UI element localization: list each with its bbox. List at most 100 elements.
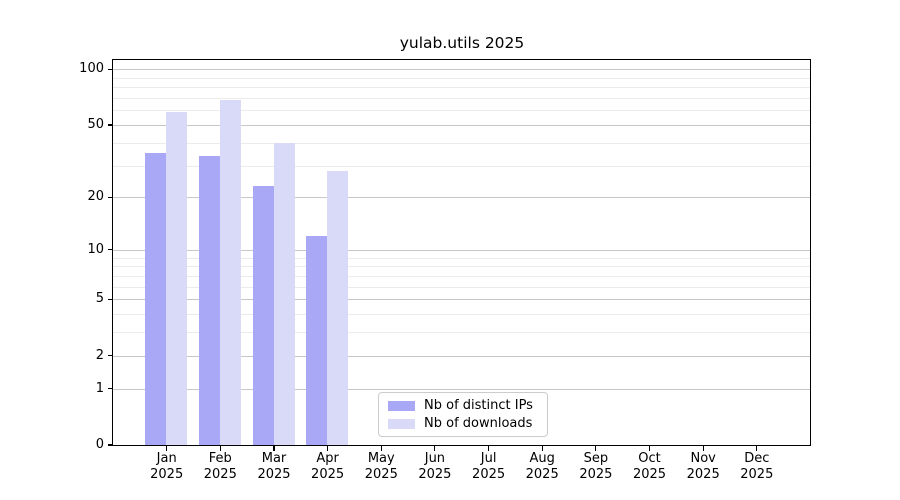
y-tick-label-10: 10	[87, 241, 104, 257]
x-tick-label-month: Jun	[424, 451, 446, 466]
legend-label-downloads: Nb of downloads	[424, 416, 533, 431]
x-tick-label-month: Aug	[529, 451, 555, 466]
y-tick-label-5: 5	[95, 291, 104, 307]
x-tick-label-jun: Jun 2025	[408, 451, 462, 482]
y-tick-label-20: 20	[87, 189, 104, 205]
gridline-minor-60	[113, 110, 811, 112]
x-tick-label-mar: Mar 2025	[247, 451, 301, 482]
gridline-minor-3	[113, 332, 811, 334]
x-tick-label-month: Feb	[208, 451, 232, 466]
x-tick-label-month: Oct	[638, 451, 661, 466]
legend-item-distinct-ips: Nb of distinct IPs	[388, 398, 538, 413]
x-tick-label-year: 2025	[203, 466, 237, 482]
x-tick-label-year: 2025	[418, 466, 452, 482]
y-tick-mark-20	[108, 196, 113, 198]
y-tick-mark-100	[108, 68, 113, 70]
y-tick-mark-0	[108, 444, 113, 446]
x-tick-mark-jan	[166, 446, 168, 451]
bar-downloads-jan	[166, 111, 188, 445]
chart-title: yulab.utils 2025	[399, 34, 525, 52]
x-tick-mark-mar	[273, 446, 275, 451]
x-tick-mark-apr	[327, 446, 329, 451]
gridline-minor-70	[113, 98, 811, 99]
x-tick-mark-may	[380, 446, 382, 451]
x-tick-label-year: 2025	[632, 466, 667, 482]
y-tick-label-50: 50	[87, 117, 104, 132]
x-tick-label-month: Jan	[156, 451, 177, 466]
gridline-minor-30	[113, 165, 811, 167]
bar-distinct-ips-jan	[145, 153, 167, 445]
x-tick-label-year: 2025	[311, 466, 345, 482]
x-tick-label-nov: Nov 2025	[676, 451, 730, 482]
bar-distinct-ips-feb	[198, 155, 220, 445]
x-tick-label-year: 2025	[472, 466, 506, 482]
y-tick-label-2: 2	[95, 347, 104, 363]
x-tick-label-year: 2025	[525, 466, 559, 482]
x-tick-label-year: 2025	[150, 466, 184, 482]
gridline-minor-8	[113, 266, 811, 268]
gridline-minor-7	[113, 275, 811, 277]
bar-distinct-ips-apr	[306, 236, 328, 445]
y-tick-label-0: 0	[95, 437, 104, 452]
x-tick-label-month: Nov	[690, 451, 716, 466]
x-tick-label-year: 2025	[686, 466, 720, 482]
gridline-minor-80	[113, 87, 811, 89]
gridline-minor-4	[113, 314, 811, 315]
bar-downloads-mar	[273, 142, 295, 445]
x-tick-mark-sep	[595, 446, 597, 451]
x-tick-label-feb: Feb 2025	[193, 451, 247, 482]
y-tick-mark-50	[108, 124, 113, 126]
x-tick-label-apr: Apr 2025	[301, 451, 355, 482]
legend-item-downloads: Nb of downloads	[388, 416, 538, 431]
gridline-major-10	[113, 249, 811, 251]
x-tick-label-year: 2025	[740, 466, 774, 482]
x-tick-label-month: Dec	[744, 451, 770, 466]
bar-downloads-apr	[327, 170, 349, 445]
legend: Nb of distinct IPs Nb of downloads	[378, 392, 548, 437]
gridline-major-5	[113, 299, 811, 301]
gridline-major-50	[113, 125, 811, 126]
x-tick-mark-dec	[756, 446, 758, 451]
x-tick-label-year: 2025	[257, 466, 291, 482]
x-tick-mark-feb	[219, 446, 221, 451]
x-tick-label-sep: Sep 2025	[569, 451, 623, 482]
x-tick-label-month: May	[367, 451, 395, 466]
y-tick-mark-2	[108, 355, 113, 357]
x-tick-label-year: 2025	[364, 466, 398, 482]
x-tick-label-month: Sep	[583, 451, 609, 466]
x-tick-label-jan: Jan 2025	[140, 451, 194, 482]
x-tick-label-month: Apr	[316, 451, 339, 466]
gridline-major-100	[113, 69, 811, 71]
x-tick-label-aug: Aug 2025	[515, 451, 569, 482]
gridline-major-1	[113, 388, 811, 390]
y-tick-mark-5	[108, 298, 113, 300]
legend-label-distinct-ips: Nb of distinct IPs	[424, 398, 533, 413]
y-tick-label-100: 100	[79, 61, 104, 77]
x-tick-label-month: Jul	[480, 451, 497, 466]
x-tick-mark-jun	[434, 446, 436, 451]
x-tick-label-year: 2025	[579, 466, 613, 482]
y-tick-label-1: 1	[95, 380, 104, 396]
x-tick-mark-nov	[702, 446, 704, 451]
x-tick-mark-aug	[541, 446, 543, 451]
gridline-major-2	[113, 355, 811, 357]
x-tick-label-month: Mar	[261, 451, 287, 466]
x-tick-label-jul: Jul 2025	[462, 451, 516, 482]
x-tick-label-dec: Dec 2025	[730, 451, 784, 482]
gridline-minor-90	[113, 77, 811, 79]
x-tick-label-may: May 2025	[354, 451, 408, 482]
x-tick-mark-oct	[648, 446, 651, 451]
x-tick-mark-jul	[488, 446, 490, 451]
legend-swatch-distinct-ips-icon	[388, 400, 415, 411]
bar-downloads-feb	[219, 100, 241, 445]
y-tick-mark-1	[108, 388, 113, 390]
gridline-major-20	[113, 197, 811, 199]
x-tick-label-oct: Oct 2025	[623, 451, 677, 482]
gridline-minor-9	[113, 257, 811, 259]
